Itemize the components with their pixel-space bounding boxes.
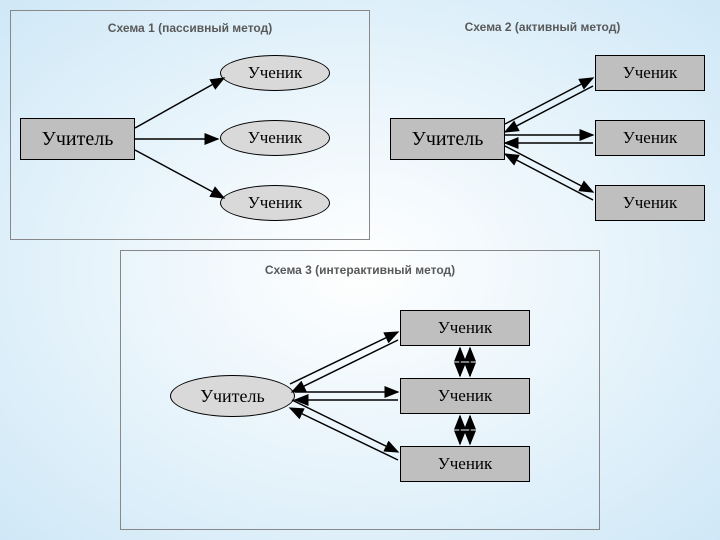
node-label: Ученик xyxy=(248,128,303,148)
node-label: Учитель xyxy=(42,128,114,151)
node-label: Ученик xyxy=(438,454,493,474)
node-label: Ученик xyxy=(248,63,303,83)
schema1-student2-node: Ученик xyxy=(220,120,330,156)
schema3-teacher-node: Учитель xyxy=(170,375,295,417)
node-label: Учитель xyxy=(200,386,264,407)
schema1-student1-node: Ученик xyxy=(220,55,330,91)
node-label: Ученик xyxy=(248,193,303,213)
schema2-student3-node: Ученик xyxy=(595,185,705,221)
node-label: Ученик xyxy=(438,318,493,338)
schema3-student1-node: Ученик xyxy=(400,310,530,346)
schema1-student3-node: Ученик xyxy=(220,185,330,221)
schema1-teacher-node: Учитель xyxy=(20,118,135,160)
schema2-student2-node: Ученик xyxy=(595,120,705,156)
schema3-title: Схема 3 (интерактивный метод) xyxy=(121,263,599,277)
node-label: Учитель xyxy=(412,128,484,151)
node-label: Ученик xyxy=(438,386,493,406)
schema2-title: Схема 2 (активный метод) xyxy=(370,20,715,34)
schema2-student1-node: Ученик xyxy=(595,55,705,91)
node-label: Ученик xyxy=(623,193,678,213)
schema3-student3-node: Ученик xyxy=(400,446,530,482)
schema2-teacher-node: Учитель xyxy=(390,118,505,160)
schema1-title: Схема 1 (пассивный метод) xyxy=(11,21,369,35)
schema3-student2-node: Ученик xyxy=(400,378,530,414)
node-label: Ученик xyxy=(623,63,678,83)
node-label: Ученик xyxy=(623,128,678,148)
